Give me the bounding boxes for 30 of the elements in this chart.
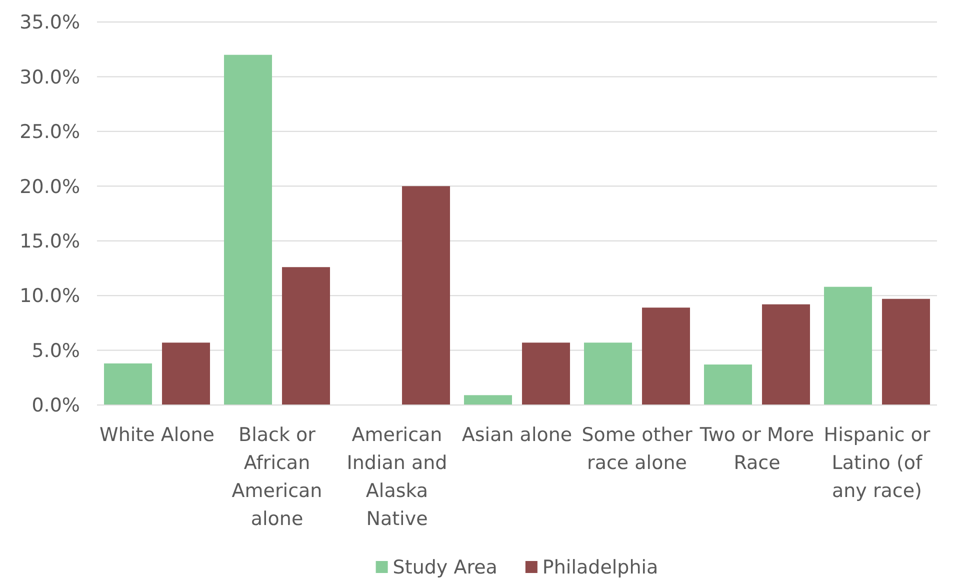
x-tick-label: Some other race alone — [582, 424, 692, 474]
legend-label: Philadelphia — [542, 556, 658, 579]
legend-label: Study Area — [392, 556, 498, 579]
x-tick-label: White Alone — [100, 424, 214, 446]
x-tick-label: Two or More Race — [698, 424, 814, 474]
x-tick-label: Asian alone — [462, 424, 572, 446]
y-tick-label: 35.0% — [20, 12, 80, 34]
y-tick-label: 30.0% — [20, 66, 80, 88]
bar — [704, 364, 752, 405]
bar — [104, 363, 152, 405]
y-tick-label: 5.0% — [32, 340, 80, 362]
x-tick-label: American Indian and Alaska Native — [346, 424, 448, 530]
bar — [224, 54, 272, 405]
bar — [402, 186, 450, 405]
x-tick-label: Black or African American alone — [232, 424, 322, 530]
bar — [282, 267, 330, 405]
bar — [584, 342, 632, 405]
bar — [522, 342, 570, 405]
y-tick-label: 15.0% — [20, 230, 80, 253]
bar — [824, 286, 872, 405]
y-tick-label: 10.0% — [20, 285, 80, 308]
bar — [642, 308, 690, 405]
bar — [464, 395, 512, 405]
y-tick-label: 20.0% — [20, 176, 80, 198]
x-tick-label: Hispanic or Latino (of any race) — [824, 424, 930, 502]
bar — [762, 304, 810, 405]
bar — [882, 298, 930, 405]
y-tick-label: 25.0% — [20, 121, 80, 144]
y-tick-label: 0.0% — [32, 394, 80, 417]
bar — [162, 342, 210, 405]
